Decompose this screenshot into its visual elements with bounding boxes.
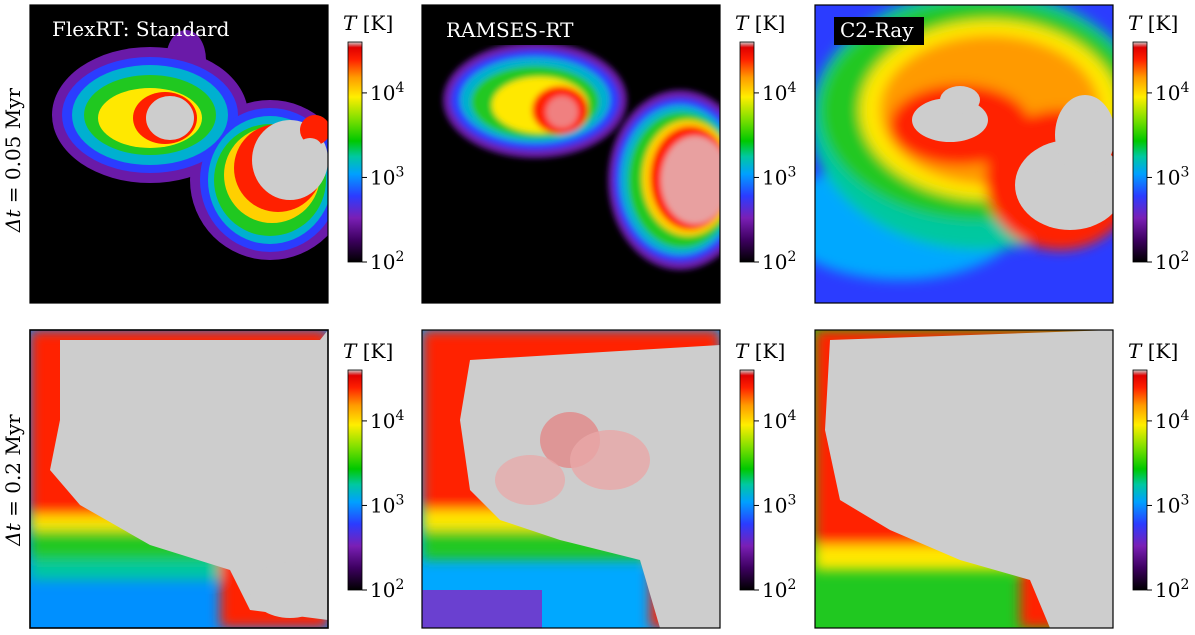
colorbar-tick-label-0-1-0: 102	[762, 249, 796, 274]
colorbar-label-0-1: T [K]	[735, 11, 785, 35]
colorbar-tick-label-0-2-0: 102	[1155, 249, 1189, 274]
colorbar-0-1	[739, 41, 755, 263]
colorbar-tick-label-1-0-2: 104	[370, 408, 404, 433]
colorbar-tick-label-0-0-2: 104	[370, 80, 404, 105]
column-title-2-bg	[834, 17, 924, 45]
colorbar-label-0-0: T [K]	[343, 11, 393, 35]
colorbar-tick-label-1-1-0: 102	[762, 577, 796, 602]
heatmap-panel-flexrt-02	[30, 330, 328, 628]
colorbar-1-1	[739, 369, 755, 591]
colorbar-1-0	[347, 369, 363, 591]
row-label-0-value: = 0.05 Myr	[1, 87, 25, 209]
colorbars: T [K] 102 103 104 T [K] 102 103 104 T [K] 102 103 1…	[343, 11, 1189, 602]
row-label-0-var: Δt	[1, 209, 25, 233]
column-title-0: FlexRT: Standard	[52, 17, 230, 41]
row-label-1: Δt = 0.2 Myr	[1, 414, 25, 547]
row-label-0: Δt = 0.05 Myr	[1, 87, 25, 233]
heatmap-panel-c2ray-02	[815, 330, 1113, 628]
colorbar-label-1-0: T [K]	[343, 339, 393, 363]
colorbar-tick-label-1-1-1: 103	[762, 492, 796, 517]
colorbar-tick-label-1-2-2: 104	[1155, 408, 1189, 433]
colorbar-0-2	[1132, 41, 1148, 263]
colorbar-0-0	[347, 41, 363, 263]
column-title-2: C2-Ray	[840, 18, 914, 42]
colorbar-tick-label-0-0-0: 102	[370, 249, 404, 274]
colorbar-label-1-2: T [K]	[1128, 339, 1178, 363]
colorbar-tick-label-0-0-1: 103	[370, 164, 404, 189]
colorbar-tick-label-1-0-0: 102	[370, 577, 404, 602]
heatmap-panel-ramses-005	[422, 5, 720, 303]
colorbar-tick-label-0-1-2: 104	[762, 80, 796, 105]
colorbar-tick-label-0-1-1: 103	[762, 164, 796, 189]
colorbar-label-0-2: T [K]	[1128, 11, 1178, 35]
colorbar-tick-label-0-2-2: 104	[1155, 80, 1189, 105]
heatmap-panel-ramses-02	[422, 330, 720, 628]
column-title-1-bg	[440, 17, 594, 45]
heatmap-panel-flexrt-005	[30, 5, 328, 303]
row-label-1-var: Δt	[1, 522, 25, 546]
colorbar-tick-label-1-0-1: 103	[370, 492, 404, 517]
colorbar-tick-label-1-2-1: 103	[1155, 492, 1189, 517]
heatmap-panel-c2ray-005	[815, 5, 1113, 303]
colorbar-tick-label-1-2-0: 102	[1155, 577, 1189, 602]
column-title-1: RAMSES-RT	[446, 18, 574, 42]
colorbar-1-2	[1132, 369, 1148, 591]
row-label-1-value: = 0.2 Myr	[1, 414, 25, 523]
colorbar-label-1-1: T [K]	[735, 339, 785, 363]
colorbar-tick-label-1-1-2: 104	[762, 408, 796, 433]
colorbar-tick-label-0-2-1: 103	[1155, 164, 1189, 189]
